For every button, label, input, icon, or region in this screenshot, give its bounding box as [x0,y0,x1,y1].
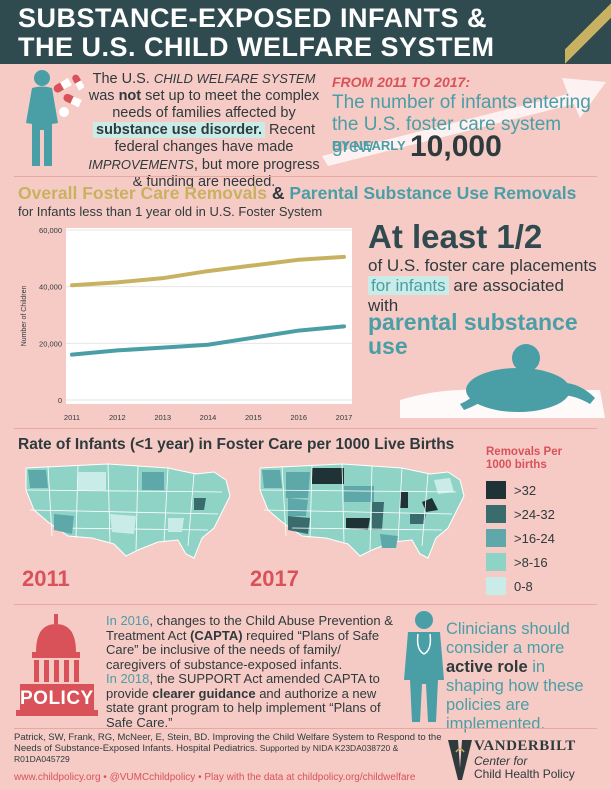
clinician-text: Clinicians should consider a more active… [446,620,584,733]
x-tick-label: 2012 [109,413,126,422]
legend-swatch [486,481,506,499]
chart-subtitle: for Infants less than 1 year old in U.S.… [18,204,323,219]
footer-links: www.childpolicy.org • @VUMCchildpolicy •… [14,772,416,783]
x-tick-label: 2013 [154,413,171,422]
us-map-2011 [25,463,231,559]
x-tick-label: 2015 [245,413,262,422]
section-divider [14,728,597,729]
legend-swatch [486,505,506,523]
header-banner: SUBSTANCE-EXPOSED INFANTS & THE U.S. CHI… [0,0,611,64]
legend-item: >16-24 [486,528,555,548]
x-tick-label: 2011 [64,413,80,422]
website-link[interactable]: www.childpolicy.org [14,772,101,783]
section-divider [14,176,597,177]
title-line-2: THE U.S. CHILD WELFARE SYSTEM [18,32,495,62]
citation: Patrick, SW, Frank, RG, McNeer, E, Stein… [14,732,442,764]
half-emphasis: parental substance use [368,309,578,359]
twitter-link[interactable]: @VUMCchildpolicy [109,772,196,783]
intro-text: The U.S. CHILD WELFARE SYSTEM was not se… [88,71,320,190]
y-tick-label: 0 [58,396,62,405]
mother-and-pills-icon [26,70,84,166]
stat-by-label: BY NEARLY [332,138,406,153]
clinician-icon [404,611,444,722]
section-divider [14,428,597,429]
plot-area [66,228,352,404]
stat-number: 10,000 [410,130,502,163]
baby-icon [400,344,605,418]
legend-title: Removals Per 1000 births [486,446,563,471]
legend-item: >24-32 [486,504,555,524]
legend-swatch [486,553,506,571]
corner-stripe [565,0,611,64]
x-tick-label: 2014 [200,413,217,422]
policy-2016-text: In 2016, changes to the Child Abuse Prev… [106,613,393,672]
x-tick-label: 2017 [336,413,353,422]
y-tick-label: 20,000 [39,339,62,348]
us-map-2017 [259,463,465,559]
map-year-2011: 2011 [22,566,70,591]
policy-2018-text: In 2018, the SUPPORT Act amended CAPTA t… [106,671,381,730]
x-tick-label: 2016 [290,413,307,422]
series-line-0 [70,254,346,288]
rate-title: Rate of Infants (<1 year) in Foster Care… [18,436,455,453]
vanderbilt-logo-icon [448,740,472,780]
half-headline: At least 1/2 [368,218,543,255]
removals-line-chart: 0 20,000 40,000 60,000 2011 2012 2013 2014 2015… [21,226,353,422]
legend-item: >8-16 [486,552,548,572]
series-line-1 [70,324,346,357]
growth-arrow-icon [322,78,606,166]
legend-item: >32 [486,480,536,500]
map-year-2017: 2017 [250,566,299,591]
half-body: of U.S. foster care placements for infan… [368,256,597,315]
data-link[interactable]: Play with the data at childpolicy.org/ch… [204,772,416,783]
legend-swatch [486,529,506,547]
y-tick-label: 40,000 [39,283,62,292]
section-divider [14,604,597,605]
policy-label: POLICY [20,688,94,709]
legend-swatch [486,577,506,595]
y-axis-label: Number of Children [21,286,28,347]
title-line-1: SUBSTANCE-EXPOSED INFANTS & [18,3,488,33]
legend-item: 0-8 [486,576,533,596]
capitol-policy-icon [16,614,98,716]
stat-headline: The number of infants entering the U.S. … [332,92,591,157]
center-name: Center for Child Health Policy [474,754,575,781]
stat-period: FROM 2011 TO 2017: [332,74,470,90]
chart-title: Overall Foster Care Removals & Parental … [18,183,577,203]
vanderbilt-name: VANDERBILT [474,738,576,754]
y-tick-label: 60,000 [39,226,62,235]
